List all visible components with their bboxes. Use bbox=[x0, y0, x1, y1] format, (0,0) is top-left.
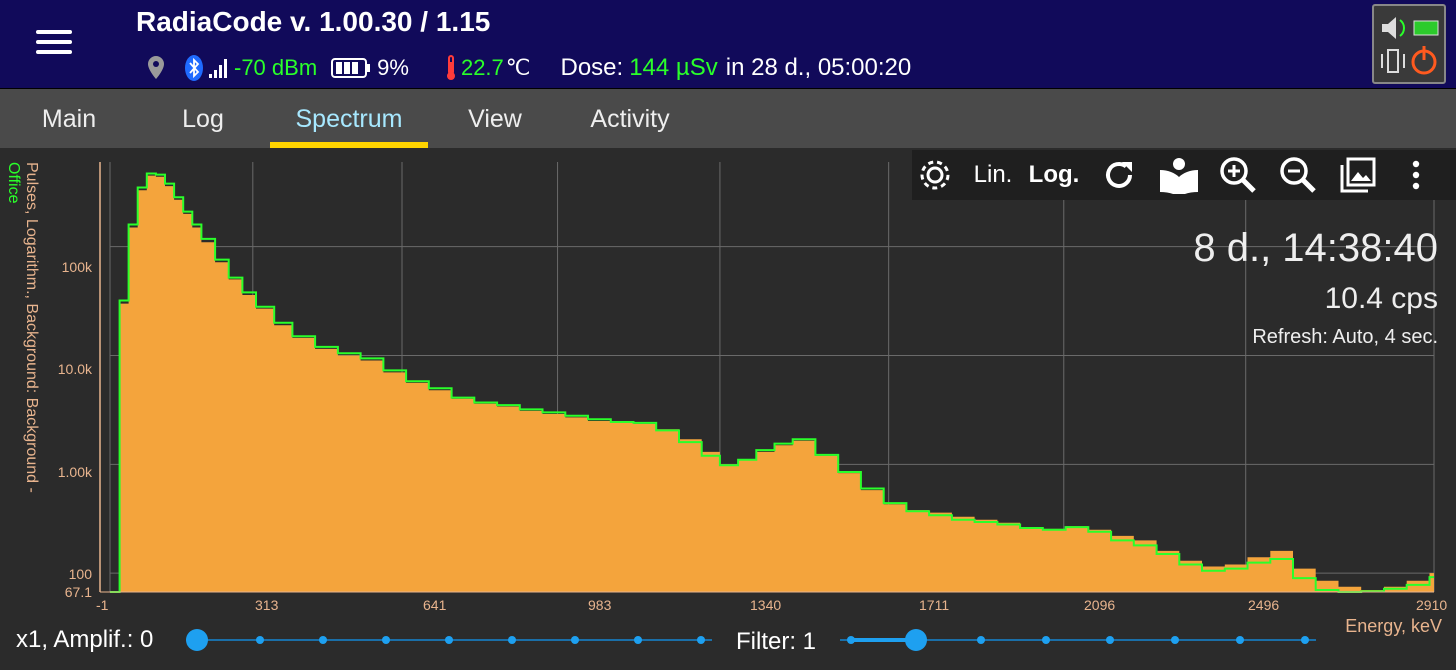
x-axis-title: Energy, keV bbox=[1345, 616, 1442, 636]
y-axis-title-primary: Pulses, Logarithm., Background: Backgrou… bbox=[23, 162, 40, 493]
tab-spectrum[interactable]: Spectrum bbox=[270, 89, 428, 148]
nuclide-library-icon[interactable] bbox=[1154, 150, 1204, 200]
slider-step-dot bbox=[445, 636, 453, 644]
gallery-icon[interactable] bbox=[1334, 150, 1382, 200]
spectrum-pulses-area bbox=[110, 175, 1434, 592]
bluetooth-icon bbox=[184, 54, 204, 82]
lin-scale-button[interactable]: Lin. bbox=[973, 161, 1013, 188]
slider-step-dot bbox=[256, 636, 264, 644]
slider-step-dot bbox=[1171, 636, 1180, 644]
signal-value: -70 dBm bbox=[234, 55, 318, 80]
y-tick-label: 100k bbox=[61, 259, 92, 275]
y-tick-label: 67.1 bbox=[64, 584, 92, 600]
slider-step-dot bbox=[1041, 636, 1050, 644]
battery-value: 9% bbox=[377, 55, 409, 80]
slider-step-dot bbox=[508, 636, 516, 644]
spectrum-chart[interactable] bbox=[0, 148, 1456, 670]
y-tick-label: 1.00k bbox=[57, 464, 92, 480]
count-rate: 10.4 cps bbox=[1324, 282, 1438, 315]
temperature-value: 22.7 bbox=[460, 55, 504, 80]
spectrum-panel: Pulses, Logarithm., Background: Backgrou… bbox=[0, 148, 1456, 670]
menu-icon[interactable] bbox=[36, 28, 72, 56]
slider-step-dot bbox=[847, 636, 855, 644]
filter-slider[interactable] bbox=[840, 628, 1316, 652]
slider-step-dot bbox=[319, 636, 327, 644]
location-icon bbox=[146, 55, 166, 81]
x-tick-label: 2910 bbox=[1416, 597, 1448, 613]
slider-track bbox=[840, 639, 1316, 641]
dose-period: in 28 d., 05:00:20 bbox=[725, 54, 912, 81]
zoom-in-icon[interactable] bbox=[1214, 150, 1262, 200]
refresh-icon[interactable] bbox=[1096, 150, 1142, 200]
temperature-unit: ℃ bbox=[505, 55, 531, 80]
sound-vibration-power-button[interactable] bbox=[1372, 4, 1446, 84]
thermometer-icon bbox=[445, 54, 457, 82]
y-axis-title-secondary: Office bbox=[5, 162, 22, 204]
slider-step-dot bbox=[1236, 636, 1245, 644]
spectrum-series bbox=[110, 172, 1434, 593]
dose-value: 144 µSv bbox=[629, 54, 718, 81]
x-tick-label: 313 bbox=[255, 597, 279, 613]
amplification-label: x1, Amplif.: 0 bbox=[16, 626, 154, 653]
slider-step-dot bbox=[634, 636, 642, 644]
tab-view[interactable]: View bbox=[468, 105, 522, 133]
x-tick-label: 2096 bbox=[1084, 597, 1116, 613]
y-tick-label: 10.0k bbox=[57, 361, 92, 377]
x-tick-label: 2496 bbox=[1248, 597, 1280, 613]
app-title: RadiaCode v. 1.00.30 / 1.15 bbox=[136, 6, 491, 37]
y-axis-title: Pulses, Logarithm., Background: Backgrou… bbox=[0, 162, 40, 602]
x-tick-label: 983 bbox=[588, 597, 612, 613]
signal-strength-icon bbox=[208, 57, 230, 79]
y-tick-label: 100 bbox=[68, 566, 92, 582]
elapsed-time: 8 d., 14:38:40 bbox=[1193, 226, 1438, 270]
x-tick-label: 1711 bbox=[919, 597, 950, 613]
spectrum-background-line bbox=[110, 172, 1434, 593]
battery-icon bbox=[331, 57, 371, 79]
zoom-out-icon[interactable] bbox=[1274, 150, 1322, 200]
speaker-icon bbox=[1381, 17, 1439, 75]
slider-step-dot bbox=[1301, 636, 1309, 644]
slider-step-dot bbox=[1106, 636, 1115, 644]
slider-step-dot bbox=[382, 636, 390, 644]
filter-label: Filter: 1 bbox=[736, 628, 817, 655]
dose-label: Dose: bbox=[560, 54, 624, 81]
settings-gear-icon[interactable] bbox=[912, 150, 958, 200]
chart-axes bbox=[99, 162, 1434, 593]
x-tick-label: 641 bbox=[423, 597, 447, 613]
log-scale-button[interactable]: Log. bbox=[1028, 161, 1080, 188]
slider-thumb[interactable] bbox=[186, 629, 208, 651]
amplification-slider[interactable] bbox=[186, 628, 712, 652]
slider-step-dot bbox=[697, 636, 705, 644]
status-bar: -70 dBm 9% 22.7 ℃ Dose: 144 µSv in 28 d.… bbox=[146, 52, 911, 84]
tab-activity[interactable]: Activity bbox=[590, 105, 670, 133]
tab-log[interactable]: Log bbox=[182, 105, 224, 133]
slider-step-dot bbox=[976, 636, 985, 644]
x-tick-label: -1 bbox=[96, 597, 109, 613]
tab-bar: Main Log Spectrum View Activity bbox=[0, 89, 1456, 148]
app-header: RadiaCode v. 1.00.30 / 1.15 -70 dBm 9% 2… bbox=[0, 0, 1456, 89]
slider-active-track bbox=[851, 638, 916, 642]
tab-main[interactable]: Main bbox=[41, 105, 97, 133]
x-tick-label: 1340 bbox=[750, 597, 782, 613]
chart-toolbar: Lin. Log. bbox=[912, 150, 1456, 200]
slider-thumb[interactable] bbox=[904, 629, 927, 651]
more-options-icon[interactable] bbox=[1400, 150, 1432, 200]
refresh-info: Refresh: Auto, 4 sec. bbox=[1252, 326, 1438, 348]
slider-step-dot bbox=[571, 636, 579, 644]
